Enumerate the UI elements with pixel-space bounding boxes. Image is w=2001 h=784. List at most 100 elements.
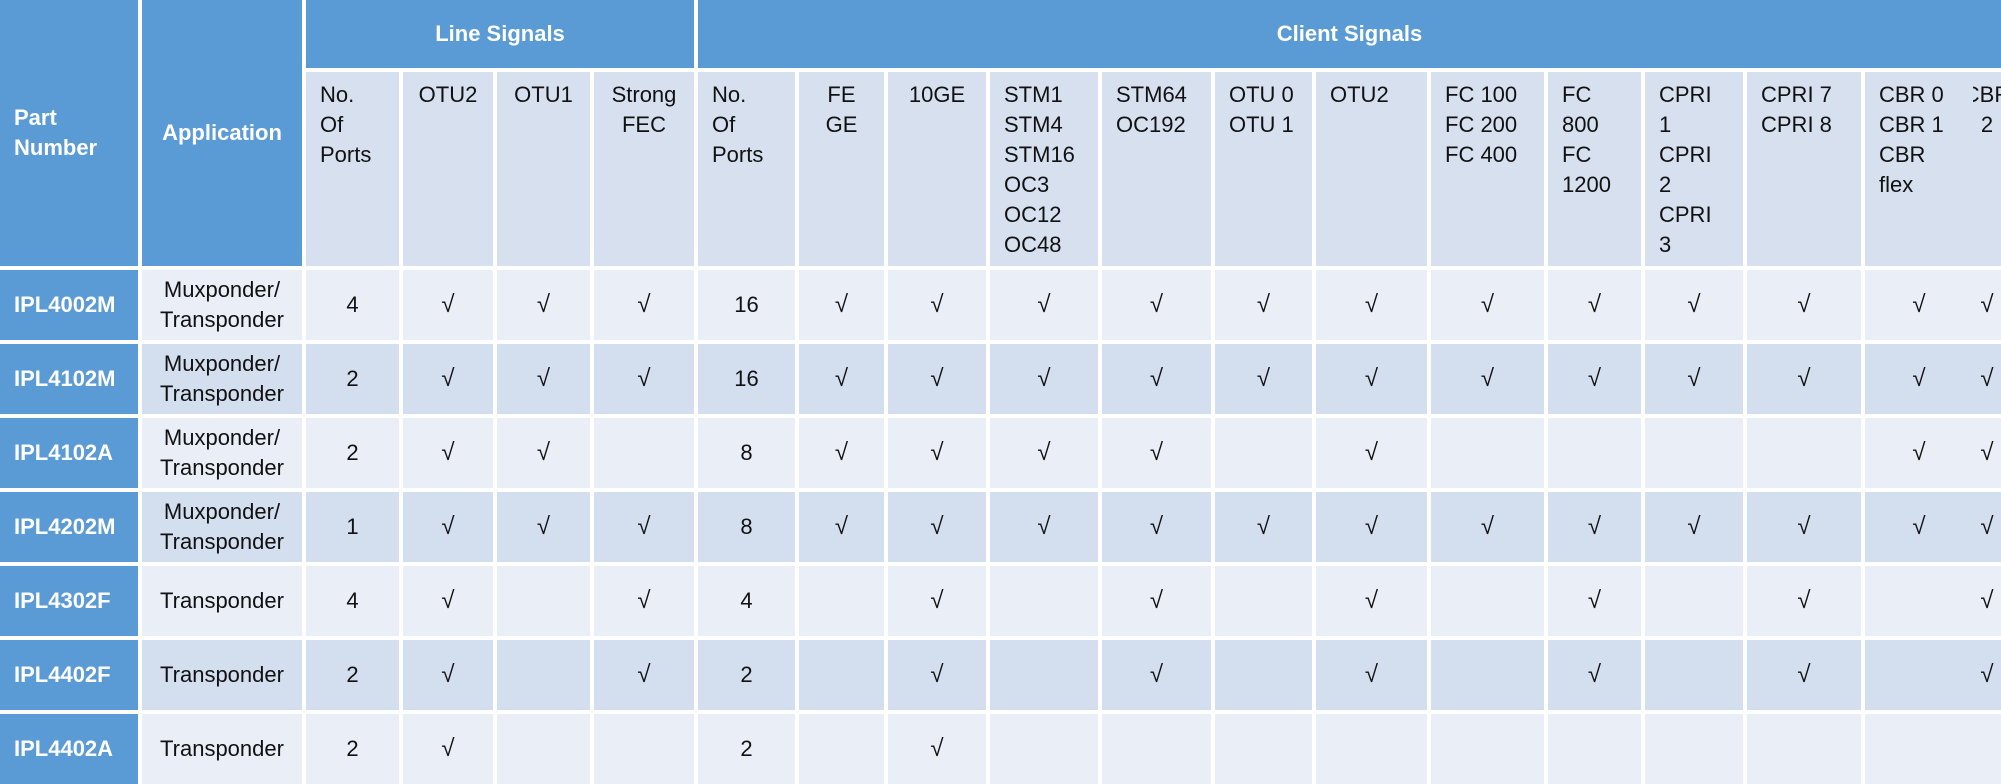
check-mark: √ <box>990 418 1098 488</box>
table-cell <box>1645 714 1743 784</box>
check-mark: √ <box>1316 418 1427 488</box>
check-mark: √ <box>403 640 493 710</box>
table-cell: 8 <box>698 418 795 488</box>
check-mark: √ <box>1973 566 2001 636</box>
check-mark: √ <box>990 270 1098 340</box>
table-cell: 2 <box>698 714 795 784</box>
application-cell: Muxponder/ Transponder <box>142 270 302 340</box>
application-cell: Transponder <box>142 640 302 710</box>
table-cell <box>799 640 884 710</box>
application-cell: Muxponder/ Transponder <box>142 418 302 488</box>
table-cell: 4 <box>306 270 399 340</box>
check-mark: √ <box>497 344 590 414</box>
part-number: IPL4302F <box>0 566 138 636</box>
check-mark: √ <box>1102 492 1211 562</box>
table-cell <box>1431 566 1544 636</box>
table-cell: 4 <box>698 566 795 636</box>
table-cell <box>1865 714 1973 784</box>
check-mark: √ <box>403 566 493 636</box>
table-cell <box>1431 640 1544 710</box>
check-mark: √ <box>990 344 1098 414</box>
table-cell <box>1645 566 1743 636</box>
check-mark: √ <box>1548 492 1641 562</box>
check-mark: √ <box>1973 492 2001 562</box>
check-mark: √ <box>1865 492 1973 562</box>
part-number: IPL4202M <box>0 492 138 562</box>
sub-header: STM1 STM4 STM16 OC3 OC12 OC48 <box>990 72 1098 266</box>
check-mark: √ <box>594 344 694 414</box>
sub-header: No. Of Ports <box>306 72 399 266</box>
part-number: IPL4402A <box>0 714 138 784</box>
part-number: IPL4102M <box>0 344 138 414</box>
check-mark: √ <box>1865 418 1973 488</box>
check-mark: √ <box>1973 270 2001 340</box>
check-mark: √ <box>799 418 884 488</box>
table-cell: 2 <box>306 344 399 414</box>
header-application: Application <box>142 0 302 266</box>
application-cell: Muxponder/ Transponder <box>142 344 302 414</box>
check-mark: √ <box>888 418 986 488</box>
table-cell <box>1747 418 1861 488</box>
table-cell <box>1316 714 1427 784</box>
sub-header: CBR 0 CBR 1 CBR flex <box>1865 72 1973 266</box>
table-cell <box>1215 714 1312 784</box>
check-mark: √ <box>497 492 590 562</box>
table-cell <box>497 714 590 784</box>
check-mark: √ <box>594 640 694 710</box>
table-cell <box>1645 640 1743 710</box>
check-mark: √ <box>1316 566 1427 636</box>
sub-header: FC 800 FC 1200 <box>1548 72 1641 266</box>
check-mark: √ <box>1316 344 1427 414</box>
check-mark: √ <box>1431 492 1544 562</box>
table-cell <box>1215 418 1312 488</box>
table-cell <box>1747 714 1861 784</box>
table-cell <box>1215 640 1312 710</box>
check-mark: √ <box>1548 640 1641 710</box>
check-mark: √ <box>888 640 986 710</box>
header-client-signals: Client Signals <box>698 0 2001 68</box>
check-mark: √ <box>1747 640 1861 710</box>
check-mark: √ <box>1102 566 1211 636</box>
check-mark: √ <box>799 344 884 414</box>
table-cell: 2 <box>306 640 399 710</box>
sub-header: FE GE <box>799 72 884 266</box>
application-cell: Transponder <box>142 566 302 636</box>
check-mark: √ <box>403 270 493 340</box>
sub-header: CPRI 7 CPRI 8 <box>1747 72 1861 266</box>
check-mark: √ <box>888 270 986 340</box>
table-cell <box>799 714 884 784</box>
check-mark: √ <box>888 344 986 414</box>
table-cell <box>1215 566 1312 636</box>
check-mark: √ <box>1215 344 1312 414</box>
check-mark: √ <box>990 492 1098 562</box>
check-mark: √ <box>1215 492 1312 562</box>
sub-header: OTU 0 OTU 1 <box>1215 72 1312 266</box>
check-mark: √ <box>1973 418 2001 488</box>
check-mark: √ <box>1973 640 2001 710</box>
check-mark: √ <box>594 492 694 562</box>
table-cell <box>1431 418 1544 488</box>
header-line-signals: Line Signals <box>306 0 694 68</box>
check-mark: √ <box>403 714 493 784</box>
check-mark: √ <box>1865 270 1973 340</box>
check-mark: √ <box>594 270 694 340</box>
sub-header: CPRI 1 CPRI 2 CPRI 3 CPRI 4 CPRI 5 <box>1645 72 1743 266</box>
table-cell: 16 <box>698 270 795 340</box>
check-mark: √ <box>403 344 493 414</box>
table-cell <box>799 566 884 636</box>
part-number: IPL4402F <box>0 640 138 710</box>
sub-header: OTU2 <box>403 72 493 266</box>
table-cell <box>1645 418 1743 488</box>
check-mark: √ <box>1316 270 1427 340</box>
check-mark: √ <box>1102 418 1211 488</box>
table-cell <box>1865 640 1973 710</box>
table-cell <box>594 418 694 488</box>
check-mark: √ <box>1973 344 2001 414</box>
table-cell <box>990 714 1098 784</box>
table-cell <box>1102 714 1211 784</box>
table-cell <box>497 566 590 636</box>
check-mark: √ <box>1645 492 1743 562</box>
check-mark: √ <box>1747 492 1861 562</box>
header-part-number: Part Number <box>0 0 138 266</box>
